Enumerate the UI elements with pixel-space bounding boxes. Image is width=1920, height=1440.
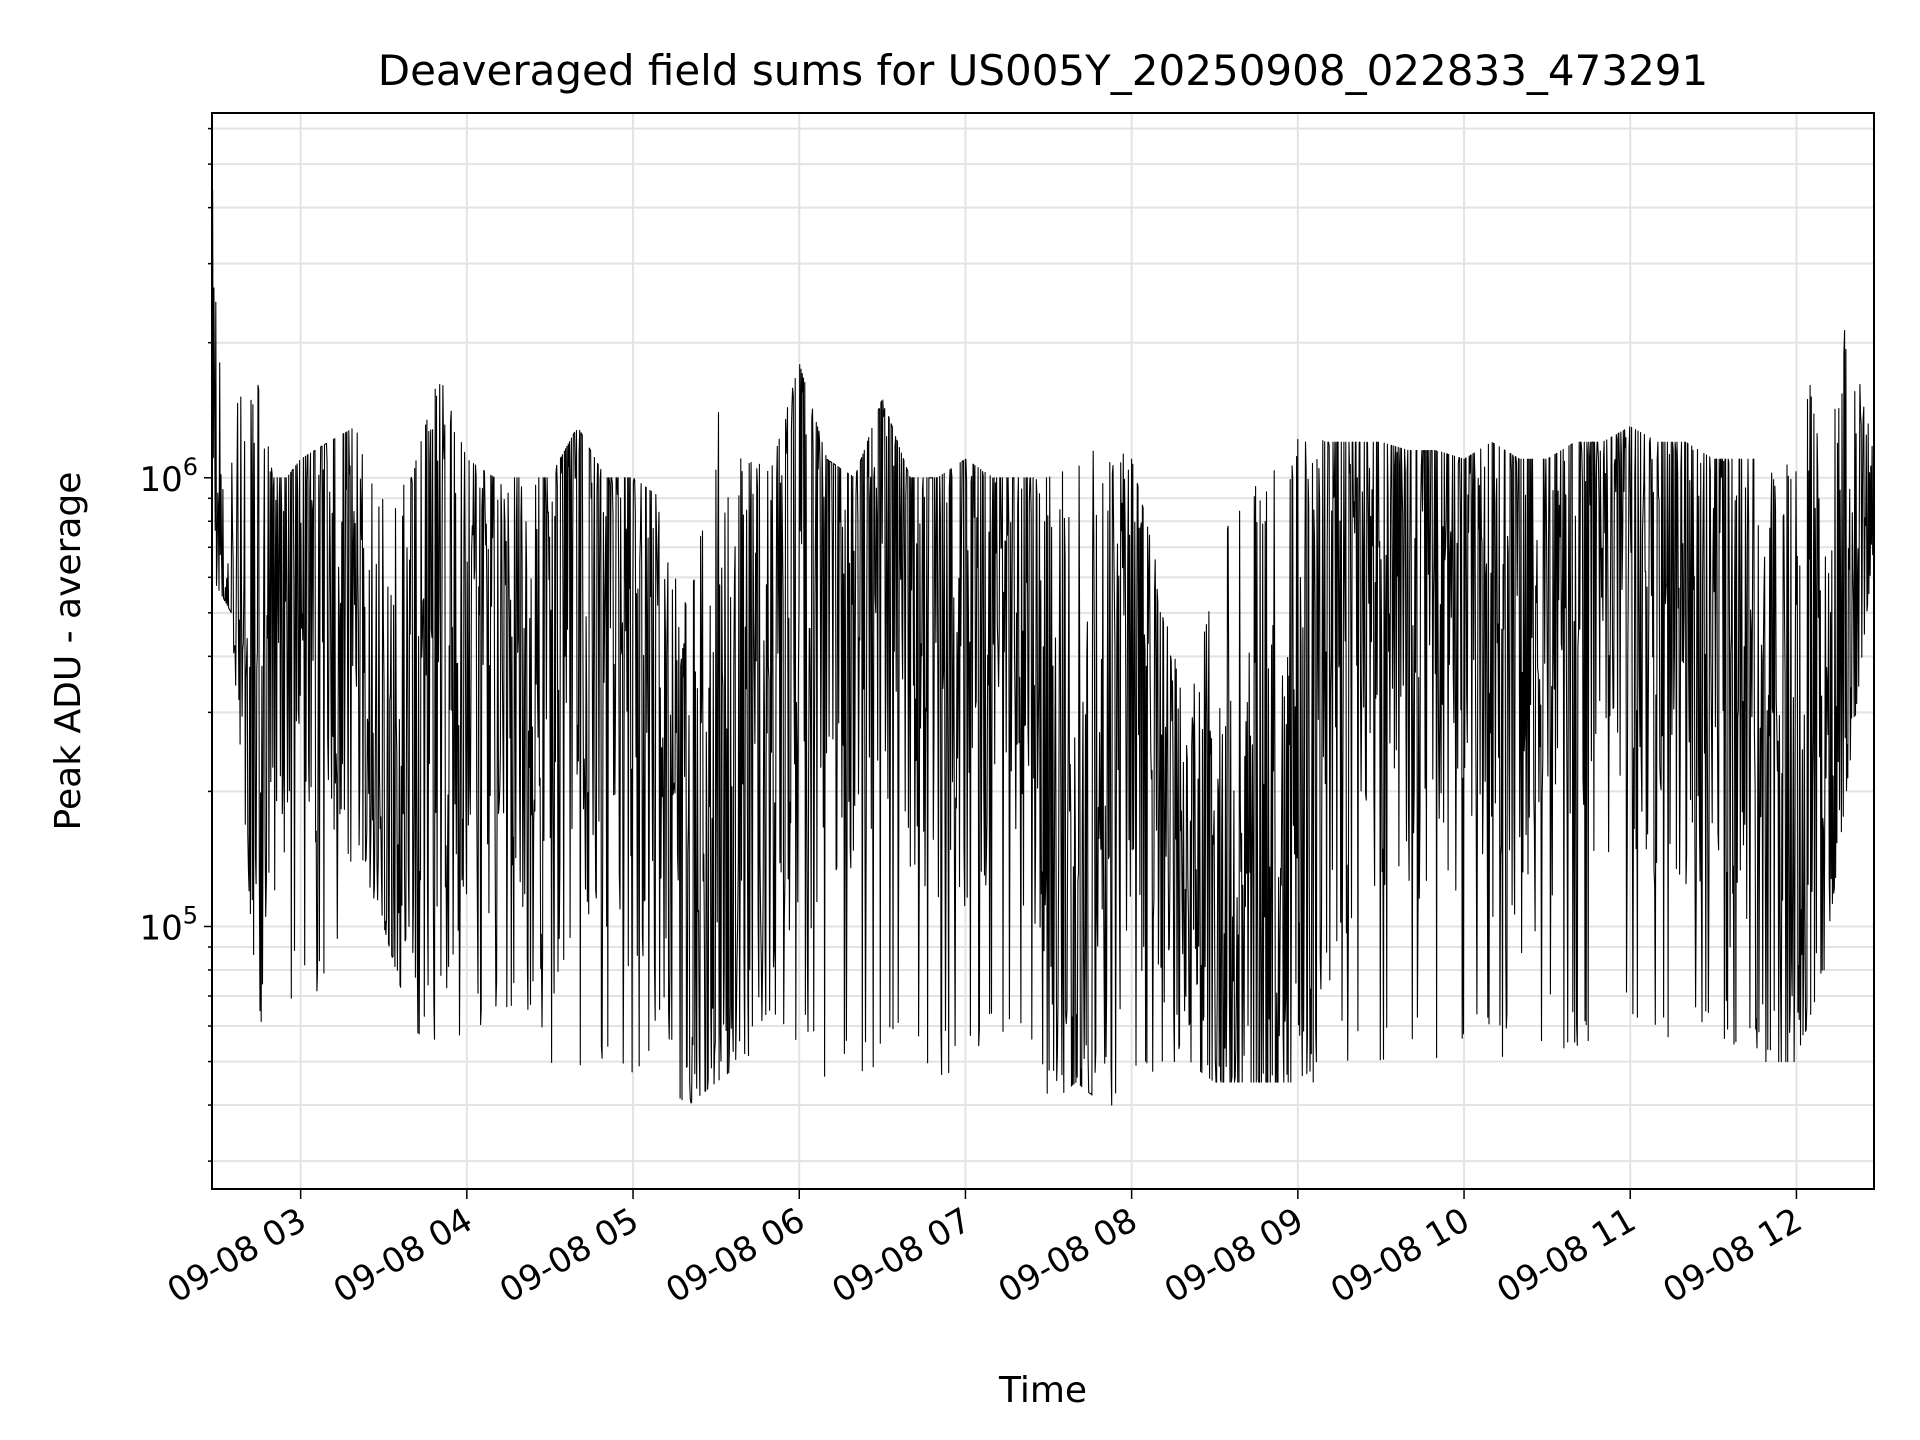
y-axis-label: Peak ADU - average	[48, 472, 89, 831]
y-tick-label: 105	[139, 901, 198, 948]
y-tick-label: 106	[139, 453, 198, 500]
y-axis: 105 106	[139, 127, 212, 1162]
series-line	[211, 189, 1875, 1106]
plot-frame	[211, 112, 1875, 1190]
chart-title: Deaveraged field sums for US005Y_2025090…	[378, 46, 1709, 95]
data-layer	[211, 189, 1875, 1106]
x-axis-label: Time	[998, 1370, 1087, 1411]
